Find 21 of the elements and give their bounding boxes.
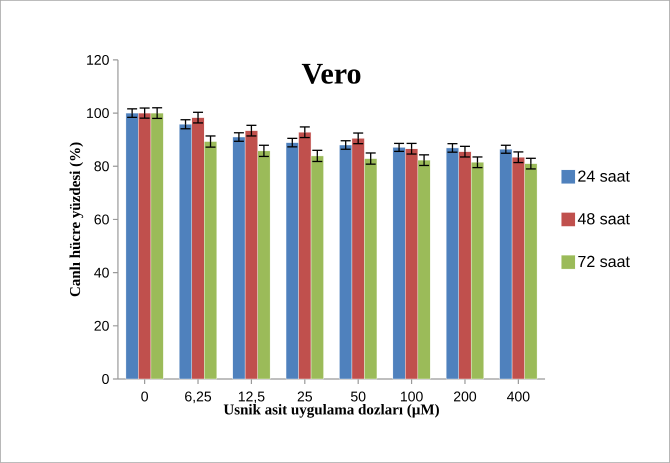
- x-axis-title: Usnik asit uygulama dozları (µM): [224, 404, 439, 418]
- y-tick-label: 20: [94, 320, 109, 331]
- x-tick-label: 50: [350, 392, 366, 402]
- y-tick-label: 80: [94, 161, 109, 172]
- y-tick-label: 100: [87, 108, 109, 118]
- x-tick-label: 6,25: [185, 392, 212, 404]
- y-tick-label: 0: [102, 374, 109, 384]
- legend-label: 24 saat: [578, 170, 630, 182]
- y-tick-label: 120: [87, 54, 109, 65]
- chart-title: Vero: [302, 64, 360, 84]
- x-tick-label: 400: [506, 392, 530, 402]
- x-tick-label: 25: [298, 392, 312, 402]
- legend-label: 72 saat: [578, 256, 630, 268]
- x-tick-label: 200: [454, 392, 476, 402]
- x-tick-label: 0: [141, 392, 148, 402]
- legend-label: 48 saat: [578, 213, 630, 224]
- y-tick-label: 60: [94, 214, 109, 224]
- x-tick-label: 12,5: [238, 392, 264, 404]
- x-tick-label: 100: [400, 392, 423, 402]
- y-tick-label: 40: [94, 268, 109, 278]
- y-axis-title: Canlı hücre yüzdesi (%): [70, 142, 84, 296]
